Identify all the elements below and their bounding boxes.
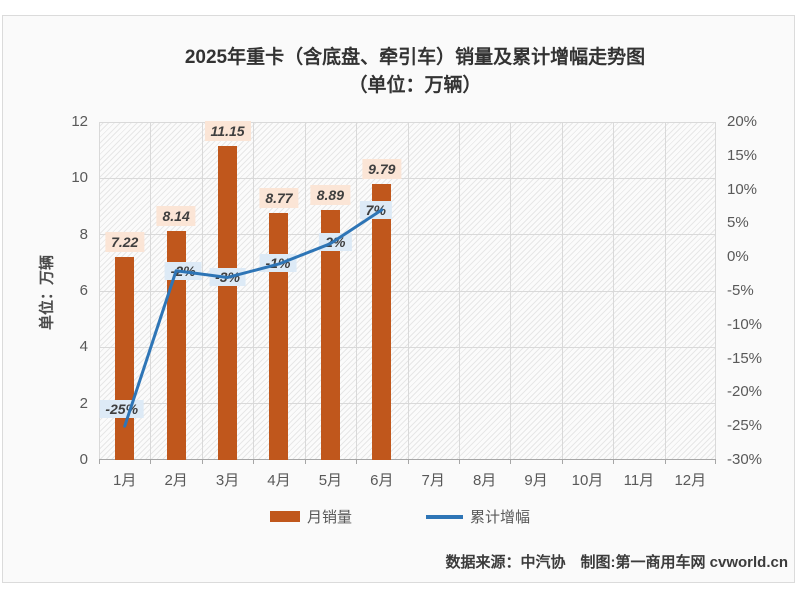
- x-axis-tick: [561, 460, 563, 464]
- sales-bar: [372, 184, 392, 460]
- right-axis-tick-label: -20%: [727, 383, 763, 401]
- line-series-swatch: [426, 514, 463, 519]
- x-axis-category-label: 5月: [318, 472, 343, 489]
- x-axis-category-label: 10月: [571, 472, 604, 489]
- growth-line-svg: [123, 208, 384, 428]
- left-axis-tick-label: 12: [71, 113, 88, 130]
- left-axis-tick-label: 8: [79, 225, 88, 243]
- x-axis-tick: [664, 460, 666, 464]
- right-axis-tick-label: -10%: [727, 315, 763, 333]
- gridline-vertical: [664, 122, 666, 460]
- x-axis-line: [99, 459, 716, 460]
- right-axis-tick-label: -5%: [727, 282, 754, 299]
- legend: 月销量 累计增幅: [0, 506, 800, 527]
- bar-value-label: 8.77: [259, 187, 299, 208]
- legend-label-cumulative-growth: 累计增幅: [470, 509, 531, 526]
- x-axis-category-label: 6月: [370, 472, 394, 489]
- x-axis-tick: [356, 460, 358, 464]
- gridline-vertical: [201, 122, 203, 460]
- x-axis-category-label: 9月: [524, 472, 548, 489]
- bar-value-label: 8.14: [156, 205, 196, 226]
- bar-series-swatch: [269, 511, 300, 522]
- legend-item-monthly-sales: 月销量: [269, 506, 352, 527]
- bar-value-label: 9.79: [362, 159, 402, 180]
- x-axis-tick: [458, 460, 460, 464]
- right-axis-tick-label: 10%: [727, 180, 758, 198]
- x-axis-category-label: 1月: [113, 472, 137, 489]
- left-axis-tick-label: 6: [79, 282, 88, 299]
- gridline-vertical: [613, 122, 615, 460]
- left-axis-tick-label: 0: [79, 451, 88, 468]
- x-axis-tick: [510, 460, 512, 464]
- gridline-vertical: [253, 122, 255, 460]
- growth-line: [123, 208, 384, 428]
- x-axis-tick: [253, 460, 255, 464]
- x-axis-category-label: 4月: [267, 472, 291, 489]
- left-axis-tick-label: 2: [79, 394, 88, 412]
- gridline-vertical: [304, 122, 306, 460]
- growth-point-label: 7%: [359, 200, 392, 219]
- x-axis-category-label: 12月: [674, 472, 707, 489]
- x-axis-tick: [304, 460, 306, 464]
- x-axis-category-label: 8月: [472, 472, 497, 489]
- sales-bar: [269, 212, 289, 460]
- chart-title-block: 2025年重卡（含底盘、牵引车）销量及累计增幅走势图 （单位：万辆）: [30, 44, 800, 100]
- sales-bar: [218, 145, 238, 460]
- right-axis-tick-label: 15%: [727, 146, 758, 164]
- x-axis-tick: [407, 460, 409, 464]
- legend-label-monthly-sales: 月销量: [306, 509, 352, 526]
- x-axis-tick: [99, 460, 100, 464]
- bar-value-label: 7.22: [105, 231, 145, 252]
- right-axis-tick-label: 5%: [727, 214, 749, 232]
- x-axis-tick: [201, 460, 203, 464]
- bar-value-label: 8.89: [310, 184, 350, 205]
- gridline-vertical: [458, 122, 460, 460]
- chart-title: 2025年重卡（含底盘、牵引车）销量及累计增幅走势图: [184, 47, 646, 68]
- gridline-vertical: [715, 122, 716, 460]
- sales-bar: [320, 209, 340, 460]
- right-axis-tick-label: -15%: [727, 349, 763, 367]
- x-axis-tick: [613, 460, 615, 464]
- gridline-vertical: [356, 122, 358, 460]
- x-axis-category-label: 11月: [623, 472, 655, 489]
- x-axis-category-label: 2月: [164, 472, 188, 489]
- data-source-note: 数据来源：中汽协 制图:第一商用车网 cvworld.cn: [445, 554, 788, 571]
- x-axis-tick: [150, 460, 152, 464]
- x-axis-category-label: 7月: [421, 472, 445, 489]
- left-axis-tick-label: 10: [71, 169, 88, 187]
- right-axis-tick-label: 0%: [727, 248, 749, 266]
- gridline-vertical: [407, 122, 409, 460]
- gridline-vertical: [510, 122, 512, 460]
- legend-item-cumulative-growth: 累计增幅: [426, 506, 530, 527]
- bar-value-label: 11.15: [204, 120, 251, 141]
- gridline-vertical: [150, 122, 152, 460]
- x-axis-category-label: 3月: [215, 472, 240, 489]
- right-axis-tick-label: -25%: [727, 417, 763, 435]
- left-axis-tick-label: 4: [79, 338, 88, 356]
- gridline-vertical: [561, 122, 563, 460]
- right-axis-tick-label: 20%: [727, 113, 758, 130]
- plot-area: 7.22 8.14 11.15 8.77 8.89 9.79 -25% -2% -3% -1% 2%…: [99, 120, 716, 464]
- gridline-vertical: [99, 122, 100, 460]
- chart-subtitle: （单位：万辆）: [348, 75, 482, 96]
- right-axis-tick-label: -30%: [727, 451, 763, 468]
- x-axis-tick: [715, 460, 716, 464]
